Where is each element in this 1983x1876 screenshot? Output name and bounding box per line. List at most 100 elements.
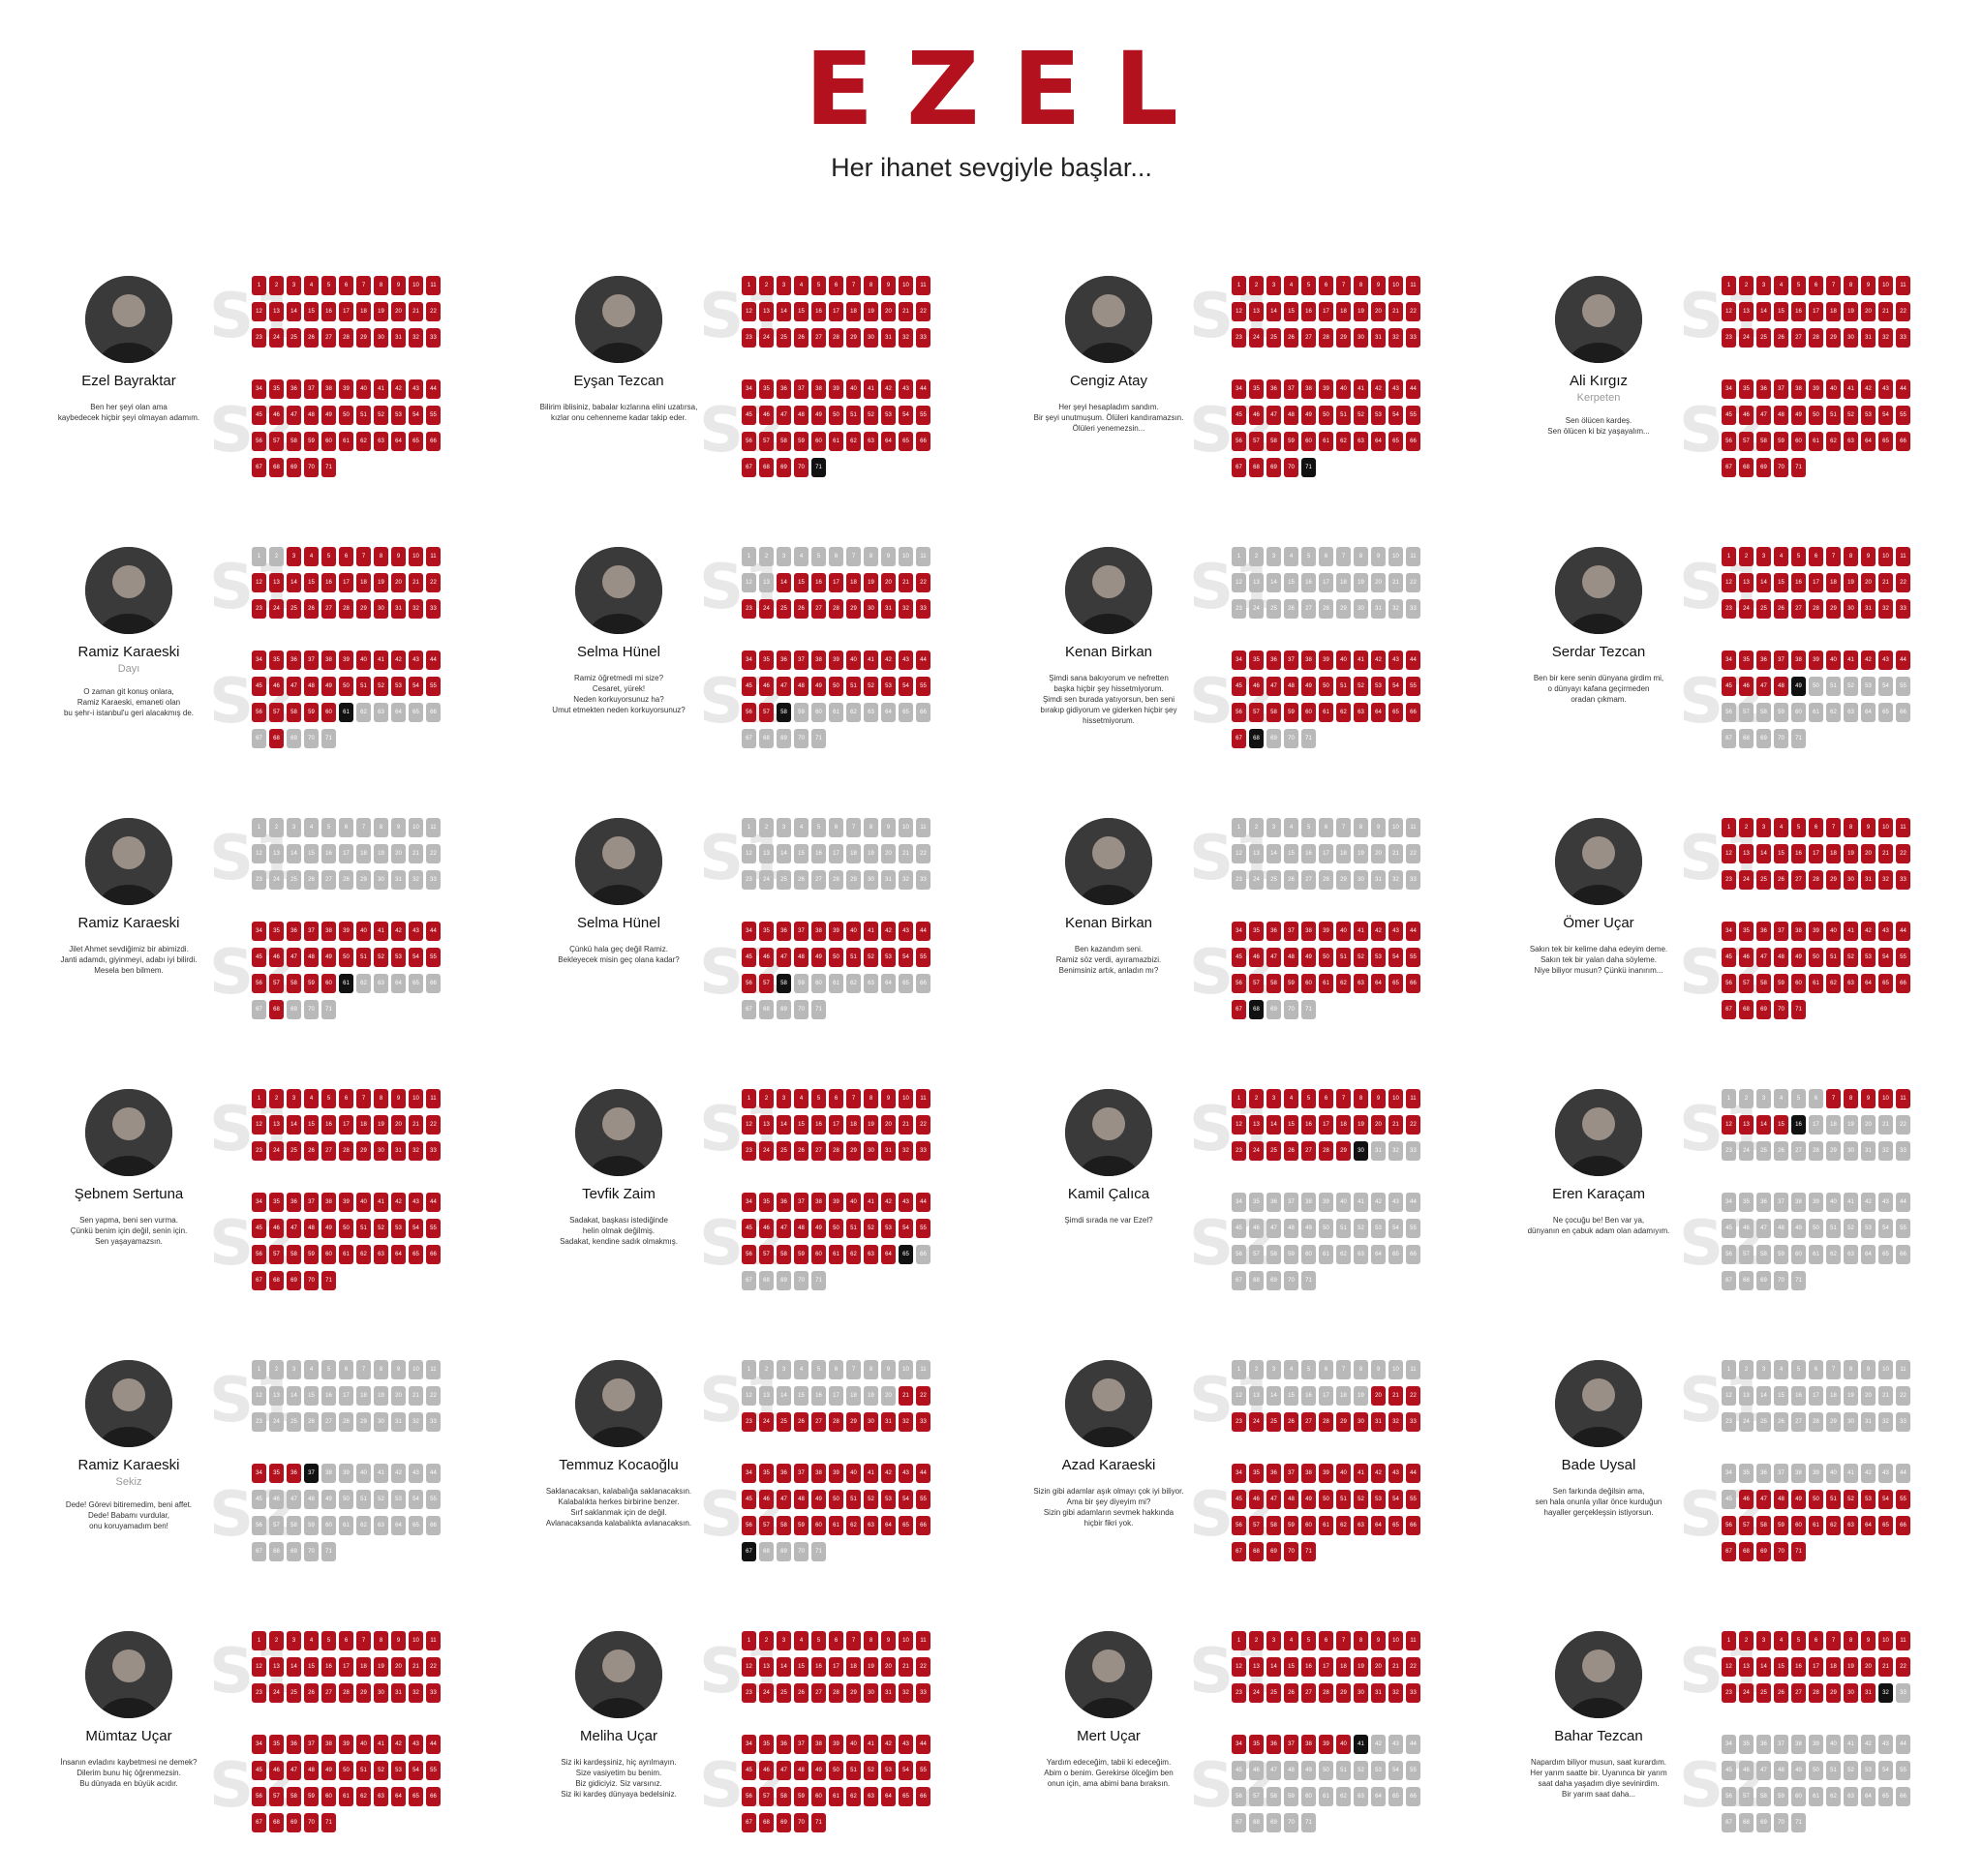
episode-cell: 4 (1284, 1631, 1298, 1650)
character-quote: İnsanın evladını kaybetmesi ne demek? Di… (60, 1758, 198, 1788)
episode-cell: 1 (1232, 1089, 1246, 1108)
episode-cell: 70 (794, 1813, 808, 1832)
episode-cell: 61 (1319, 432, 1333, 451)
episode-cell: 44 (1406, 1193, 1420, 1212)
episode-cell: 59 (304, 432, 319, 451)
episode-cell: 29 (356, 1141, 371, 1161)
episode-cell: 26 (1284, 599, 1298, 619)
episode-cell: 41 (374, 922, 388, 941)
episode-cell: 55 (916, 1219, 930, 1238)
episode-cell: 40 (1826, 379, 1841, 399)
episode-cell: 25 (287, 328, 301, 348)
episode-cell: 11 (916, 1360, 930, 1379)
episode-cell: 69 (1756, 458, 1771, 477)
episode-cell: 63 (374, 974, 388, 993)
episode-cell: 62 (846, 1245, 861, 1264)
episode-cell: 70 (1284, 458, 1298, 477)
episode-cell: 48 (304, 1219, 319, 1238)
episode-cell: 59 (1774, 974, 1788, 993)
episode-cell: 41 (864, 651, 878, 670)
episode-cell: 37 (1774, 1464, 1788, 1483)
episode-cell: 33 (426, 1683, 441, 1703)
episode-cell: 53 (1861, 948, 1876, 967)
episode-cell: 2 (759, 818, 774, 837)
episode-cell: 6 (829, 547, 843, 566)
episode-cell: 42 (391, 651, 406, 670)
character-card: Şebnem Sertuna Sen yapma, beni sen vurma.… (60, 1089, 544, 1331)
episode-cell: 45 (1232, 1761, 1246, 1780)
page-tagline: Her ihanet sevgiyle başlar... (831, 153, 1152, 182)
episode-cell: 18 (1336, 302, 1351, 321)
episode-cell: 46 (759, 1219, 774, 1238)
character-quote: Sen yapma, beni sen vurma. Çünkü benim i… (70, 1216, 188, 1246)
episode-cell: 4 (304, 1089, 319, 1108)
episode-cell: 31 (881, 870, 896, 890)
episode-cell: 29 (1826, 1683, 1841, 1703)
episode-cell: 12 (1232, 1386, 1246, 1406)
episode-cell: 71 (321, 729, 336, 748)
episode-cell: 17 (1319, 844, 1333, 863)
episode-cell: 55 (916, 948, 930, 967)
episode-cell: 15 (1774, 1657, 1788, 1677)
episode-cell: 61 (1319, 1516, 1333, 1535)
episode-cell: 65 (1878, 703, 1893, 722)
episode-cell: 55 (1406, 677, 1420, 696)
episode-cell: 23 (1232, 870, 1246, 890)
episode-cell: 46 (269, 948, 284, 967)
episode-cell: 22 (1406, 302, 1420, 321)
episode-cell: 41 (864, 922, 878, 941)
episode-cell: 29 (1336, 870, 1351, 890)
episode-cell: 22 (916, 844, 930, 863)
character-card: Mert Uçar Yardım edeceğim, tabii ki edece… (1040, 1631, 1524, 1873)
episode-cell: 50 (829, 1490, 843, 1509)
episode-cell: 28 (339, 1141, 353, 1161)
episode-cell: 14 (777, 1386, 791, 1406)
episode-cell: 43 (409, 1735, 423, 1754)
episode-cell: 52 (1844, 406, 1858, 425)
episode-grid: 1 2 3 4 5 6 7 8 9 10 11 12 13 14 15 16 17 18 19 20 21 22 23 24 2… (1722, 547, 1915, 760)
episode-cell: 10 (1388, 547, 1403, 566)
episode-cell: 29 (846, 1141, 861, 1161)
episode-cell: 21 (1388, 1386, 1403, 1406)
episode-cell: 36 (1756, 1464, 1771, 1483)
episode-cell: 26 (1284, 1683, 1298, 1703)
episode-cell: 61 (829, 432, 843, 451)
episode-cell: 37 (794, 651, 808, 670)
episode-cell: 46 (1249, 677, 1264, 696)
episode-cell: 43 (899, 1464, 913, 1483)
episode-cell: 30 (864, 599, 878, 619)
episode-cell: 13 (1739, 573, 1754, 592)
episode-cell: 40 (356, 651, 371, 670)
episode-cell: 53 (881, 406, 896, 425)
episode-cell: 38 (1791, 379, 1806, 399)
avatar (575, 547, 662, 634)
episode-cell: 58 (287, 974, 301, 993)
episode-cell: 53 (1861, 1219, 1876, 1238)
episode-cell: 9 (1861, 818, 1876, 837)
episode-cell: 26 (1284, 870, 1298, 890)
episode-cell: 57 (1739, 703, 1754, 722)
episode-grid: 1 2 3 4 5 6 7 8 9 10 11 12 13 14 15 16 17 18 19 20 21 22 23 24 2… (252, 1089, 445, 1302)
episode-cell: 9 (1861, 1631, 1876, 1650)
episode-cell: 27 (1791, 1412, 1806, 1432)
avatar (1065, 276, 1152, 363)
episode-cell: 44 (426, 1193, 441, 1212)
episode-cell: 50 (1809, 677, 1823, 696)
episode-cell: 41 (1844, 1464, 1858, 1483)
episode-cell: 54 (1878, 948, 1893, 967)
episode-cell: 66 (1896, 974, 1910, 993)
episode-cell: 64 (1371, 1245, 1386, 1264)
character-card: Ali Kırgız Kerpeten Sen ölücen kardeş. Sen… (1530, 276, 1983, 518)
episode-cell: 20 (1371, 302, 1386, 321)
episode-cell: 45 (742, 1219, 756, 1238)
episode-cell: 61 (339, 1245, 353, 1264)
episode-cell: 47 (1756, 406, 1771, 425)
episode-cell: 71 (1301, 458, 1316, 477)
episode-cell: 46 (1249, 1490, 1264, 1509)
episode-cell: 25 (1266, 1683, 1281, 1703)
episode-cell: 58 (777, 1516, 791, 1535)
episode-cell: 44 (1896, 1735, 1910, 1754)
episode-cell: 25 (1756, 870, 1771, 890)
episode-cell: 60 (1301, 432, 1316, 451)
episode-cell: 34 (1232, 1735, 1246, 1754)
